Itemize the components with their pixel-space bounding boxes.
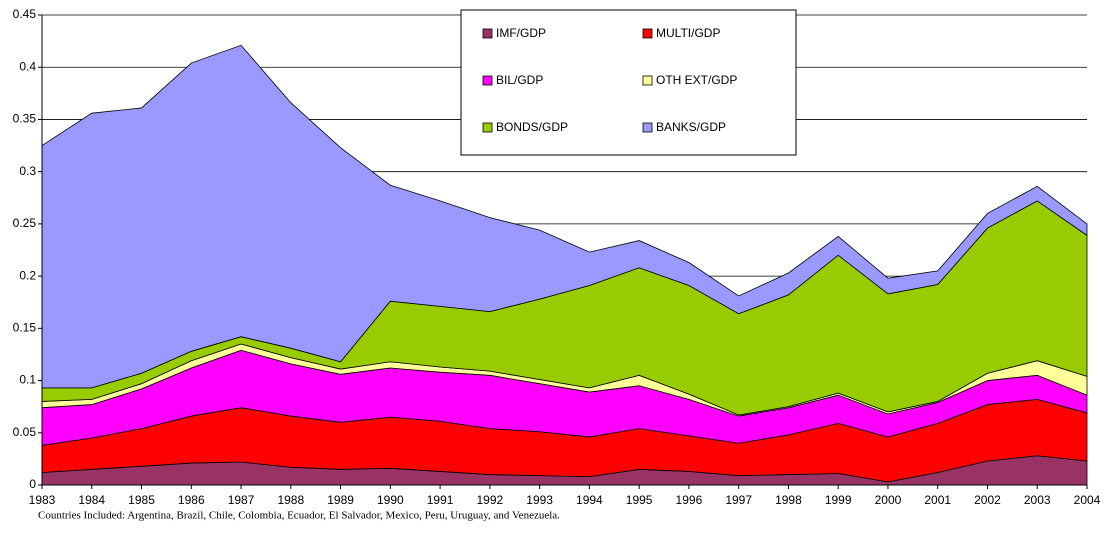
y-tick-label: 0.3 (19, 164, 36, 178)
x-tick-label: 2004 (1074, 493, 1101, 507)
y-tick-label: 0.4 (19, 59, 36, 73)
x-tick-label: 1984 (78, 493, 105, 507)
x-tick-label: 1996 (676, 493, 703, 507)
y-tick-label: 0.15 (13, 321, 37, 335)
x-tick-label: 1985 (128, 493, 155, 507)
x-tick-label: 1987 (228, 493, 255, 507)
legend-label: MULTI/GDP (656, 26, 720, 40)
x-tick-label: 1990 (377, 493, 404, 507)
legend-label: BONDS/GDP (496, 120, 568, 134)
x-tick-label: 1989 (327, 493, 354, 507)
legend-label: BIL/GDP (496, 73, 543, 87)
legend-label: OTH EXT/GDP (656, 73, 737, 87)
x-tick-label: 1986 (178, 493, 205, 507)
legend-swatch (642, 28, 653, 39)
legend-label: IMF/GDP (496, 26, 546, 40)
y-tick-label: 0 (29, 477, 36, 491)
legend-label: BANKS/GDP (656, 120, 726, 134)
y-tick-label: 0.1 (19, 373, 36, 387)
x-tick-label: 1991 (427, 493, 454, 507)
x-tick-label: 1992 (477, 493, 504, 507)
legend-swatch (642, 122, 653, 133)
x-tick-label: 2001 (924, 493, 951, 507)
area (41, 44, 1088, 389)
x-tick-label: 1999 (825, 493, 852, 507)
x-tick-label: 1983 (29, 493, 56, 507)
legend-swatch (642, 75, 653, 86)
y-tick-label: 0.45 (13, 7, 37, 21)
x-tick-label: 1998 (775, 493, 802, 507)
y-tick-label: 0.05 (13, 425, 37, 439)
y-tick-label: 0.35 (13, 112, 37, 126)
x-tick-label: 2003 (1024, 493, 1051, 507)
x-tick-label: 1995 (626, 493, 653, 507)
x-tick-label: 1993 (526, 493, 553, 507)
legend-box (460, 9, 797, 156)
x-tick-label: 1997 (725, 493, 752, 507)
y-tick-label: 0.25 (13, 216, 37, 230)
y-tick-label: 0.2 (19, 268, 36, 282)
legend-swatch (482, 122, 493, 133)
x-tick-label: 1988 (277, 493, 304, 507)
legend-swatch (482, 28, 493, 39)
x-tick-label: 2000 (875, 493, 902, 507)
footnote: Countries Included: Argentina, Brazil, C… (38, 510, 560, 522)
x-tick-label: 2002 (974, 493, 1001, 507)
legend-swatch (482, 75, 493, 86)
x-tick-label: 1994 (576, 493, 603, 507)
